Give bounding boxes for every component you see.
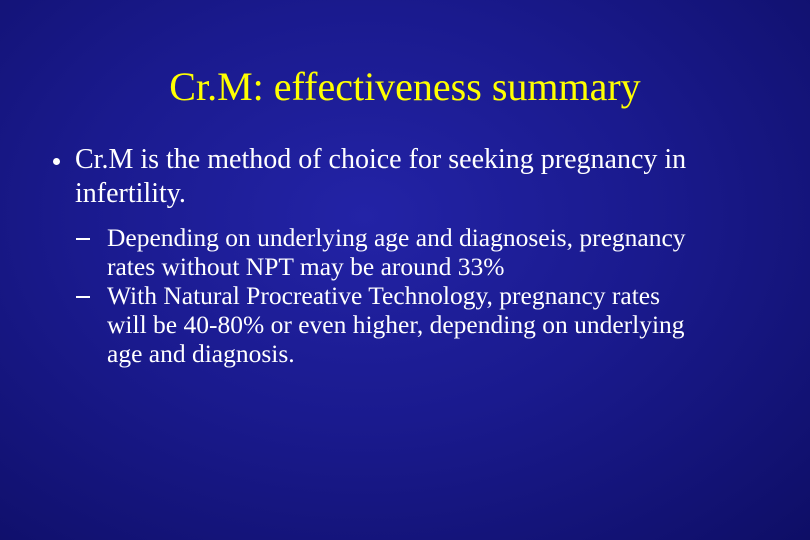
bullet-list: Cr.M is the method of choice for seeking… [50, 143, 690, 368]
sub-bullet-item: Depending on underlying age and diagnose… [75, 223, 690, 281]
sub-bullet-text: With Natural Procreative Technology, pre… [107, 281, 685, 368]
bullet-text: Cr.M is the method of choice for seeking… [75, 144, 687, 209]
sub-bullet-list: Depending on underlying age and diagnose… [75, 223, 690, 368]
bullet-item: Cr.M is the method of choice for seeking… [50, 143, 690, 368]
sub-bullet-text: Depending on underlying age and diagnose… [107, 223, 686, 281]
sub-bullet-marker [76, 238, 90, 240]
sub-bullet-marker [76, 296, 90, 298]
bullet-marker [53, 158, 60, 165]
sub-bullet-item: With Natural Procreative Technology, pre… [75, 281, 690, 368]
slide-title: Cr.M: effectiveness summary [169, 64, 641, 109]
